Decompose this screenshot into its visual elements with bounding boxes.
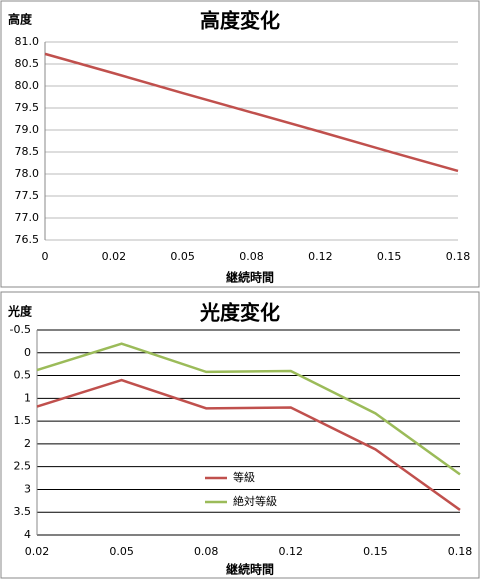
x-axis-label: 継続時間 (226, 270, 274, 285)
data-line (36, 378, 461, 511)
x-tick-label: 0.15 (363, 545, 388, 558)
y-tick-label: 3.5 (14, 505, 32, 518)
x-axis-label: 継続時間 (226, 562, 274, 577)
y-tick-label: 79.5 (15, 101, 40, 114)
y-tick-label: -0.5 (10, 323, 31, 336)
chart-frame (0, 0, 480, 288)
x-tick-label: 0.08 (239, 250, 264, 263)
x-tick-label: 0.05 (109, 545, 134, 558)
x-tick-label: 0.12 (308, 250, 333, 263)
data-line (44, 52, 459, 173)
y-tick-label: 2 (24, 437, 31, 450)
y-tick-label: 79.0 (15, 123, 40, 136)
x-tick-label: 0.02 (25, 545, 50, 558)
y-tick-label: 76.5 (15, 233, 40, 246)
y-tick-label: 78.0 (15, 167, 40, 180)
chart-frame (0, 291, 480, 579)
y-tick-label: 0.5 (14, 369, 32, 382)
y-tick-label: 1 (24, 391, 31, 404)
chart-title: 光度変化 (199, 301, 280, 325)
y-tick-label: 81.0 (15, 35, 40, 48)
x-tick-label: 0.02 (102, 250, 127, 263)
y-tick-label: 77.5 (15, 189, 40, 202)
y-tick-label: 77.0 (15, 211, 40, 224)
x-tick-label: 0.15 (377, 250, 402, 263)
y-tick-label: 3 (24, 482, 31, 495)
x-tick-label: 0.08 (194, 545, 219, 558)
x-tick-label: 0.05 (170, 250, 195, 263)
chart-title: 高度変化 (200, 9, 280, 33)
y-tick-label: 2.5 (14, 460, 32, 473)
y-axis-label: 高度 (8, 12, 33, 27)
y-tick-label: 80.5 (15, 57, 40, 70)
y-axis-label: 光度 (7, 304, 33, 319)
x-tick-label: 0.12 (279, 545, 304, 558)
y-tick-label: 78.5 (15, 145, 40, 158)
x-tick-label: 0.18 (448, 545, 473, 558)
x-tick-label: 0.18 (446, 250, 471, 263)
y-tick-label: 0 (24, 346, 31, 359)
y-tick-label: 4 (24, 528, 31, 541)
y-tick-label: 80.0 (15, 79, 40, 92)
y-tick-label: 1.5 (14, 414, 32, 427)
legend-label: 絶対等級 (233, 494, 277, 508)
legend-label: 等級 (233, 470, 255, 484)
x-tick-label: 0 (42, 250, 49, 263)
data-line (36, 342, 461, 476)
